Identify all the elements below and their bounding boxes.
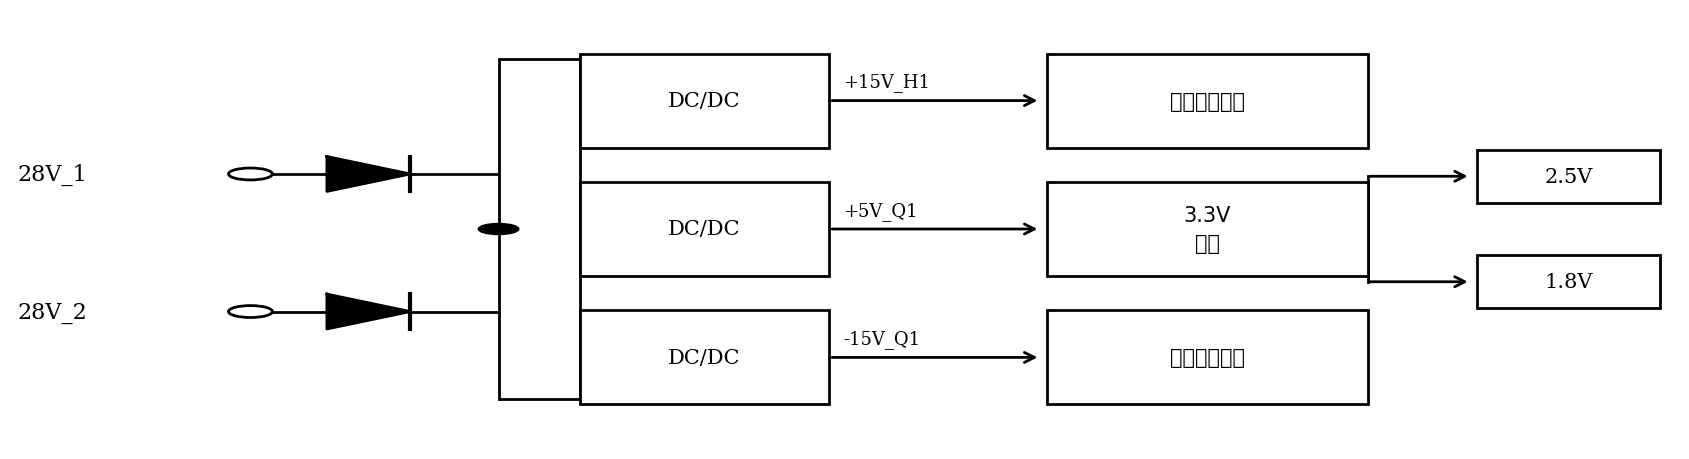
Circle shape (478, 224, 519, 235)
Bar (579, 55, 829, 148)
Text: 2.5V: 2.5V (1544, 168, 1593, 186)
Text: +15V_H1: +15V_H1 (843, 73, 931, 92)
Text: 控制板监控板: 控制板监控板 (1170, 91, 1245, 112)
Circle shape (228, 306, 272, 318)
Bar (579, 311, 829, 404)
Bar (1047, 311, 1368, 404)
Bar (1047, 55, 1368, 148)
Text: 1.8V: 1.8V (1544, 273, 1593, 291)
Text: DC/DC: DC/DC (669, 220, 741, 239)
Bar (498, 60, 579, 399)
Text: +5V_Q1: +5V_Q1 (843, 202, 917, 220)
Text: -15V_Q1: -15V_Q1 (843, 330, 921, 348)
Bar (579, 183, 829, 276)
Text: 28V_1: 28V_1 (17, 163, 88, 185)
Polygon shape (328, 295, 410, 329)
Text: 28V_2: 28V_2 (17, 301, 88, 323)
Text: 控制板监控板: 控制板监控板 (1170, 347, 1245, 368)
Circle shape (228, 168, 272, 180)
Bar (1478, 256, 1660, 308)
Text: 3.3V
电路: 3.3V 电路 (1184, 206, 1231, 253)
Bar (1478, 151, 1660, 203)
Polygon shape (328, 157, 410, 192)
Text: DC/DC: DC/DC (669, 92, 741, 111)
Text: DC/DC: DC/DC (669, 348, 741, 367)
Bar (1047, 183, 1368, 276)
